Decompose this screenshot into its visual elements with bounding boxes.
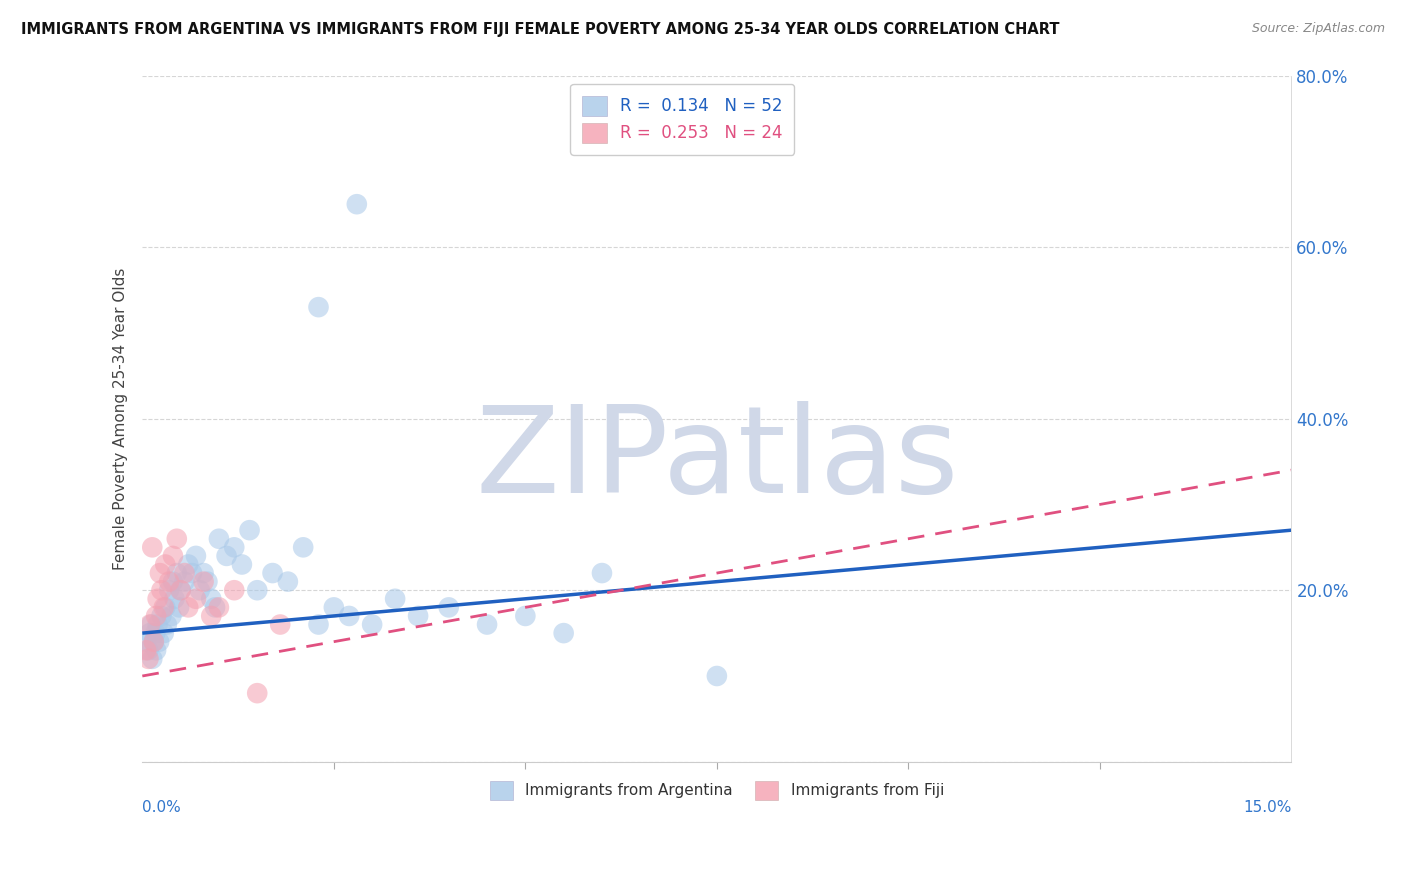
Point — [384, 591, 406, 606]
Point — [173, 574, 195, 589]
Point — [155, 600, 177, 615]
Point — [515, 609, 537, 624]
Point — [167, 600, 190, 615]
Point — [157, 583, 180, 598]
Point — [141, 617, 163, 632]
Point — [141, 652, 163, 666]
Point — [184, 549, 207, 563]
Point — [269, 617, 291, 632]
Point — [197, 574, 219, 589]
Point — [163, 591, 186, 606]
Point — [152, 600, 174, 615]
Point — [204, 600, 226, 615]
Point — [246, 583, 269, 598]
Point — [215, 549, 238, 563]
Point — [160, 609, 183, 624]
Point — [177, 558, 200, 572]
Point — [193, 566, 215, 580]
Point — [146, 617, 169, 632]
Point — [141, 541, 163, 555]
Point — [166, 532, 188, 546]
Point — [135, 643, 157, 657]
Point — [138, 643, 160, 657]
Point — [157, 574, 180, 589]
Point — [337, 609, 360, 624]
Point — [346, 197, 368, 211]
Point — [437, 600, 460, 615]
Point — [308, 300, 330, 314]
Point — [193, 574, 215, 589]
Point — [277, 574, 299, 589]
Point — [135, 634, 157, 648]
Point — [156, 617, 179, 632]
Point — [208, 532, 231, 546]
Point — [166, 566, 188, 580]
Point — [224, 583, 246, 598]
Point — [138, 652, 160, 666]
Point — [149, 566, 172, 580]
Point — [142, 634, 165, 648]
Point — [238, 523, 260, 537]
Point — [146, 591, 169, 606]
Point — [145, 643, 167, 657]
Point — [142, 634, 165, 648]
Text: 0.0%: 0.0% — [142, 799, 181, 814]
Legend: Immigrants from Argentina, Immigrants from Fiji: Immigrants from Argentina, Immigrants fr… — [484, 775, 950, 805]
Point — [200, 591, 222, 606]
Point — [292, 541, 315, 555]
Point — [152, 626, 174, 640]
Point — [231, 558, 253, 572]
Point — [169, 583, 191, 598]
Point — [322, 600, 344, 615]
Point — [262, 566, 284, 580]
Point — [150, 583, 173, 598]
Text: IMMIGRANTS FROM ARGENTINA VS IMMIGRANTS FROM FIJI FEMALE POVERTY AMONG 25-34 YEA: IMMIGRANTS FROM ARGENTINA VS IMMIGRANTS … — [21, 22, 1060, 37]
Text: 15.0%: 15.0% — [1243, 799, 1292, 814]
Point — [155, 558, 177, 572]
Point — [224, 541, 246, 555]
Point — [173, 566, 195, 580]
Point — [145, 609, 167, 624]
Text: ZIPatlas: ZIPatlas — [475, 401, 959, 518]
Point — [706, 669, 728, 683]
Point — [188, 583, 211, 598]
Point — [184, 591, 207, 606]
Point — [475, 617, 498, 632]
Point — [169, 583, 191, 598]
Point — [200, 609, 222, 624]
Point — [553, 626, 575, 640]
Point — [591, 566, 613, 580]
Point — [150, 609, 173, 624]
Point — [361, 617, 384, 632]
Point — [162, 574, 184, 589]
Point — [308, 617, 330, 632]
Point — [181, 566, 204, 580]
Point — [148, 634, 170, 648]
Point — [246, 686, 269, 700]
Point — [143, 626, 166, 640]
Point — [139, 626, 162, 640]
Point — [162, 549, 184, 563]
Point — [406, 609, 429, 624]
Point — [208, 600, 231, 615]
Point — [177, 600, 200, 615]
Point — [139, 617, 162, 632]
Text: Source: ZipAtlas.com: Source: ZipAtlas.com — [1251, 22, 1385, 36]
Y-axis label: Female Poverty Among 25-34 Year Olds: Female Poverty Among 25-34 Year Olds — [114, 268, 128, 570]
